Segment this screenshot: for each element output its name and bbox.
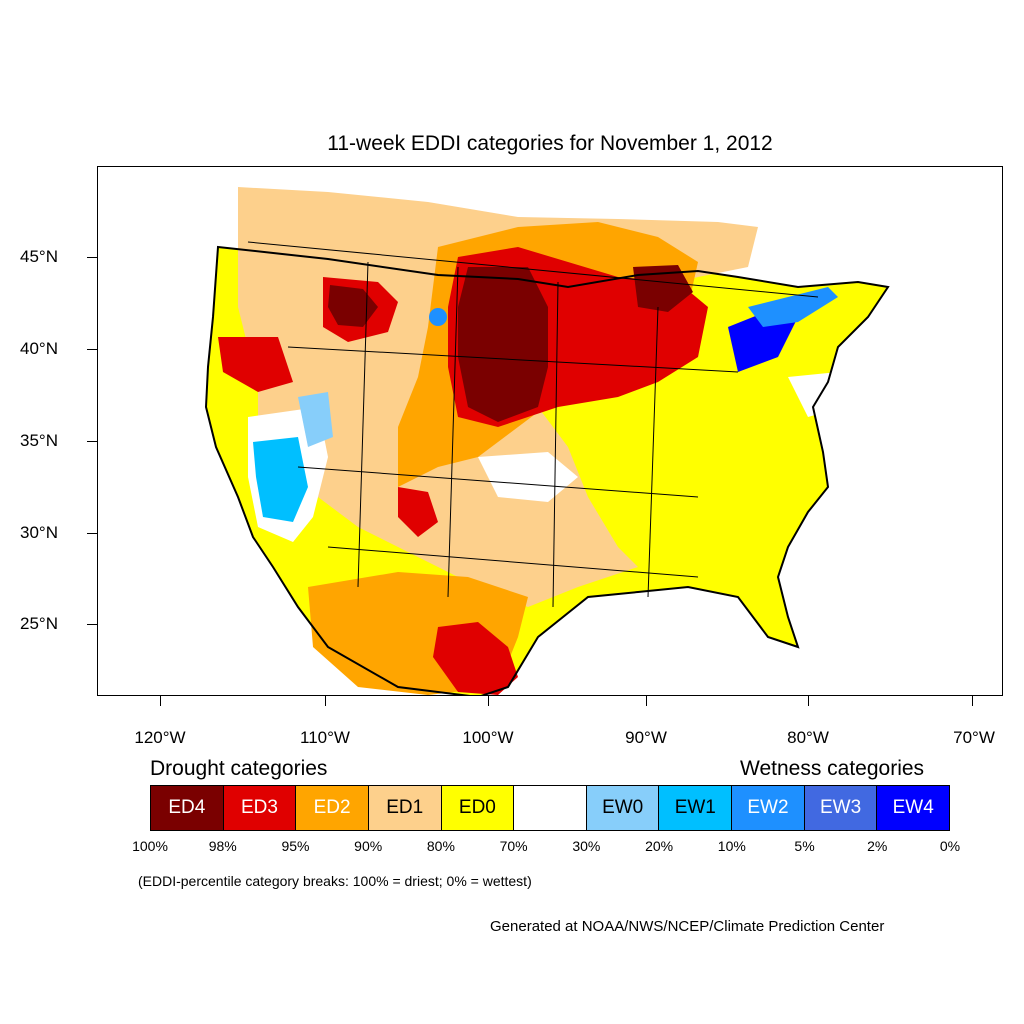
legend-swatch: ED1 bbox=[368, 786, 442, 830]
credit-line: Generated at NOAA/NWS/NCEP/Climate Predi… bbox=[490, 918, 885, 935]
break-label: 95% bbox=[281, 838, 310, 854]
ew0-southwest bbox=[298, 392, 333, 447]
ew1-southwest bbox=[253, 437, 308, 522]
drought-heading: Drought categories bbox=[150, 757, 328, 780]
break-label: 100% bbox=[132, 838, 168, 854]
lon-label-100w: 100°W bbox=[462, 728, 514, 747]
category-legend: ED4 ED3 ED2 ED1 ED0 EW0 EW1 EW2 EW3 EW4 bbox=[150, 785, 950, 831]
break-label: 98% bbox=[208, 838, 237, 854]
lon-label-70w: 70°W bbox=[953, 728, 995, 747]
lon-label-90w: 90°W bbox=[625, 728, 667, 747]
ed3-idaho bbox=[218, 337, 293, 392]
coastline bbox=[204, 245, 890, 695]
ew-spot-wyoming bbox=[429, 308, 447, 326]
legend-swatch: ED3 bbox=[223, 786, 297, 830]
lat-tick bbox=[87, 257, 97, 258]
legend-swatch: EW3 bbox=[804, 786, 878, 830]
map-panel bbox=[97, 166, 1003, 696]
lon-tick bbox=[972, 696, 973, 706]
legend-swatch: EW0 bbox=[586, 786, 660, 830]
lon-label-110w: 110°W bbox=[300, 728, 350, 747]
lat-tick bbox=[87, 349, 97, 350]
lat-label-25: 25°N bbox=[20, 614, 58, 633]
lon-tick bbox=[646, 696, 647, 706]
ed4-montana bbox=[328, 285, 378, 327]
lat-label-40: 40°N bbox=[20, 339, 58, 358]
lat-label-30: 30°N bbox=[20, 523, 58, 542]
lon-label-80w: 80°W bbox=[787, 728, 829, 747]
lon-label-120w: 120°W bbox=[134, 728, 186, 747]
lat-tick bbox=[87, 624, 97, 625]
break-label: 30% bbox=[572, 838, 601, 854]
ed3-new-mexico bbox=[398, 487, 438, 537]
legend-swatch: EW2 bbox=[732, 786, 805, 830]
ed4-dakotas-nebraska bbox=[458, 267, 548, 422]
lon-tick bbox=[488, 696, 489, 706]
lon-tick bbox=[160, 696, 161, 706]
ed4-michigan bbox=[633, 265, 693, 312]
break-label: 20% bbox=[645, 838, 674, 854]
eddi-map bbox=[204, 187, 890, 695]
lon-tick bbox=[325, 696, 326, 706]
state-boundaries bbox=[247, 241, 819, 608]
lat-tick bbox=[87, 441, 97, 442]
break-label: 2% bbox=[867, 838, 888, 854]
legend-swatch: ED4 bbox=[151, 786, 224, 830]
map-title: 11-week EDDI categories for November 1, … bbox=[327, 132, 773, 155]
break-label: 10% bbox=[717, 838, 746, 854]
break-label: 70% bbox=[499, 838, 528, 854]
lat-label-35: 35°N bbox=[20, 431, 58, 450]
break-label: 5% bbox=[794, 838, 815, 854]
legend-swatch: ED0 bbox=[441, 786, 515, 830]
ed3-texas-mexico bbox=[433, 622, 518, 695]
footnote: (EDDI-percentile category breaks: 100% =… bbox=[138, 873, 532, 889]
lon-tick bbox=[808, 696, 809, 706]
neutral-northeast bbox=[788, 372, 843, 417]
break-label: 90% bbox=[354, 838, 383, 854]
lat-label-45: 45°N bbox=[20, 247, 58, 266]
legend-swatch: EW1 bbox=[659, 786, 733, 830]
break-label: 0% bbox=[939, 838, 961, 854]
legend-swatch bbox=[514, 786, 587, 830]
legend-swatch: ED2 bbox=[296, 786, 369, 830]
lat-tick bbox=[87, 533, 97, 534]
break-label: 80% bbox=[426, 838, 455, 854]
wetness-heading: Wetness categories bbox=[740, 757, 925, 780]
neutral-southern-plains bbox=[478, 452, 578, 502]
legend-swatch: EW4 bbox=[877, 786, 950, 830]
